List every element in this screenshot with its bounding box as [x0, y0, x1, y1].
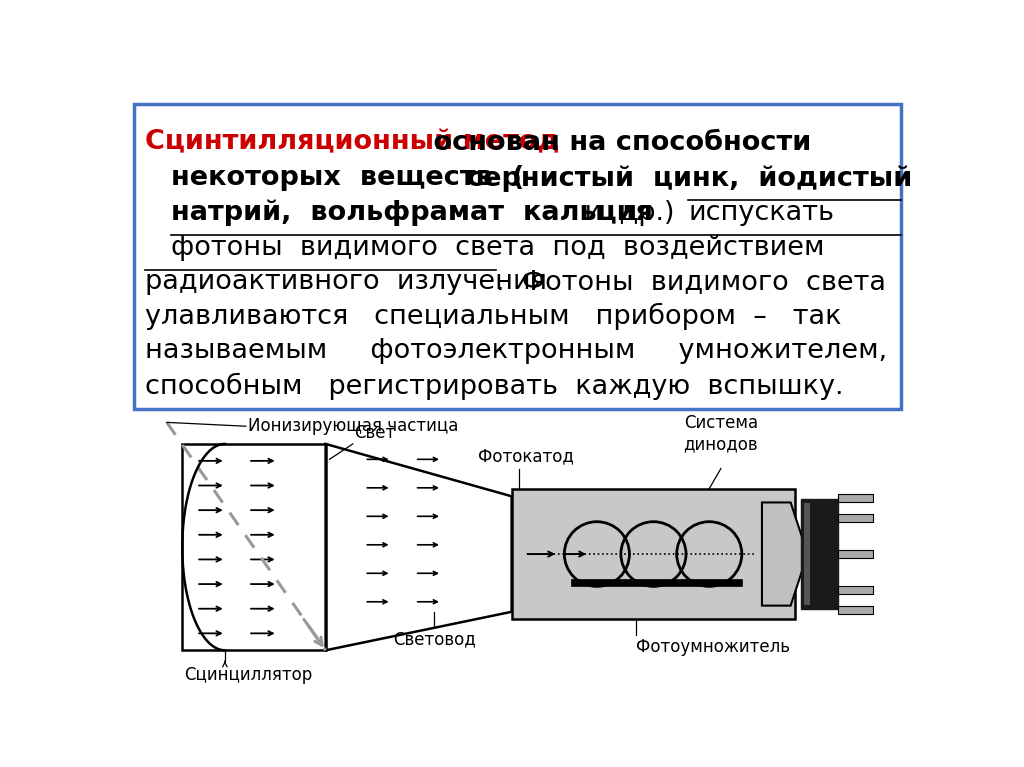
- Text: радиоактивного  излучения: радиоактивного излучения: [145, 269, 547, 295]
- Text: Фотокатод: Фотокатод: [478, 447, 574, 466]
- Text: Сцинциллятор: Сцинциллятор: [183, 666, 312, 683]
- Text: испускать: испускать: [688, 200, 835, 225]
- Text: Ионизирующая частица: Ионизирующая частица: [248, 417, 459, 435]
- Text: способным   регистрировать  каждую  вспышку.: способным регистрировать каждую вспышку.: [145, 372, 844, 400]
- Polygon shape: [838, 606, 872, 614]
- Text: некоторых  веществ  (: некоторых веществ (: [171, 165, 524, 191]
- Polygon shape: [838, 550, 872, 558]
- Polygon shape: [838, 586, 872, 594]
- FancyBboxPatch shape: [134, 104, 901, 410]
- Text: Свет: Свет: [354, 423, 395, 442]
- Polygon shape: [801, 499, 838, 609]
- Text: .  Фотоны  видимого  света: . Фотоны видимого света: [496, 269, 886, 295]
- Polygon shape: [762, 502, 804, 606]
- Text: натрий,  вольфрамат  кальция: натрий, вольфрамат кальция: [171, 200, 652, 226]
- Text: Фотоумножитель: Фотоумножитель: [636, 638, 790, 656]
- Polygon shape: [571, 578, 741, 587]
- Polygon shape: [512, 489, 795, 620]
- Text: Световод: Световод: [393, 630, 475, 648]
- Polygon shape: [838, 514, 872, 522]
- Text: Сцинтилляционный метод: Сцинтилляционный метод: [145, 130, 559, 156]
- Polygon shape: [804, 503, 810, 605]
- Text: улавливаются   специальным   прибором  –   так: улавливаются специальным прибором – так: [145, 303, 842, 331]
- Text: и  др.): и др.): [575, 200, 683, 225]
- Text: называемым     фотоэлектронным     умножителем,: называемым фотоэлектронным умножителем,: [145, 337, 887, 364]
- Polygon shape: [838, 494, 872, 502]
- Text: сернистый  цинк,  йодистый: сернистый цинк, йодистый: [467, 165, 912, 192]
- Text: фотоны  видимого  света  под  воздействием: фотоны видимого света под воздействием: [171, 235, 824, 261]
- Text: основан на способности: основан на способности: [424, 130, 811, 156]
- Text: Система
динодов: Система динодов: [684, 414, 758, 453]
